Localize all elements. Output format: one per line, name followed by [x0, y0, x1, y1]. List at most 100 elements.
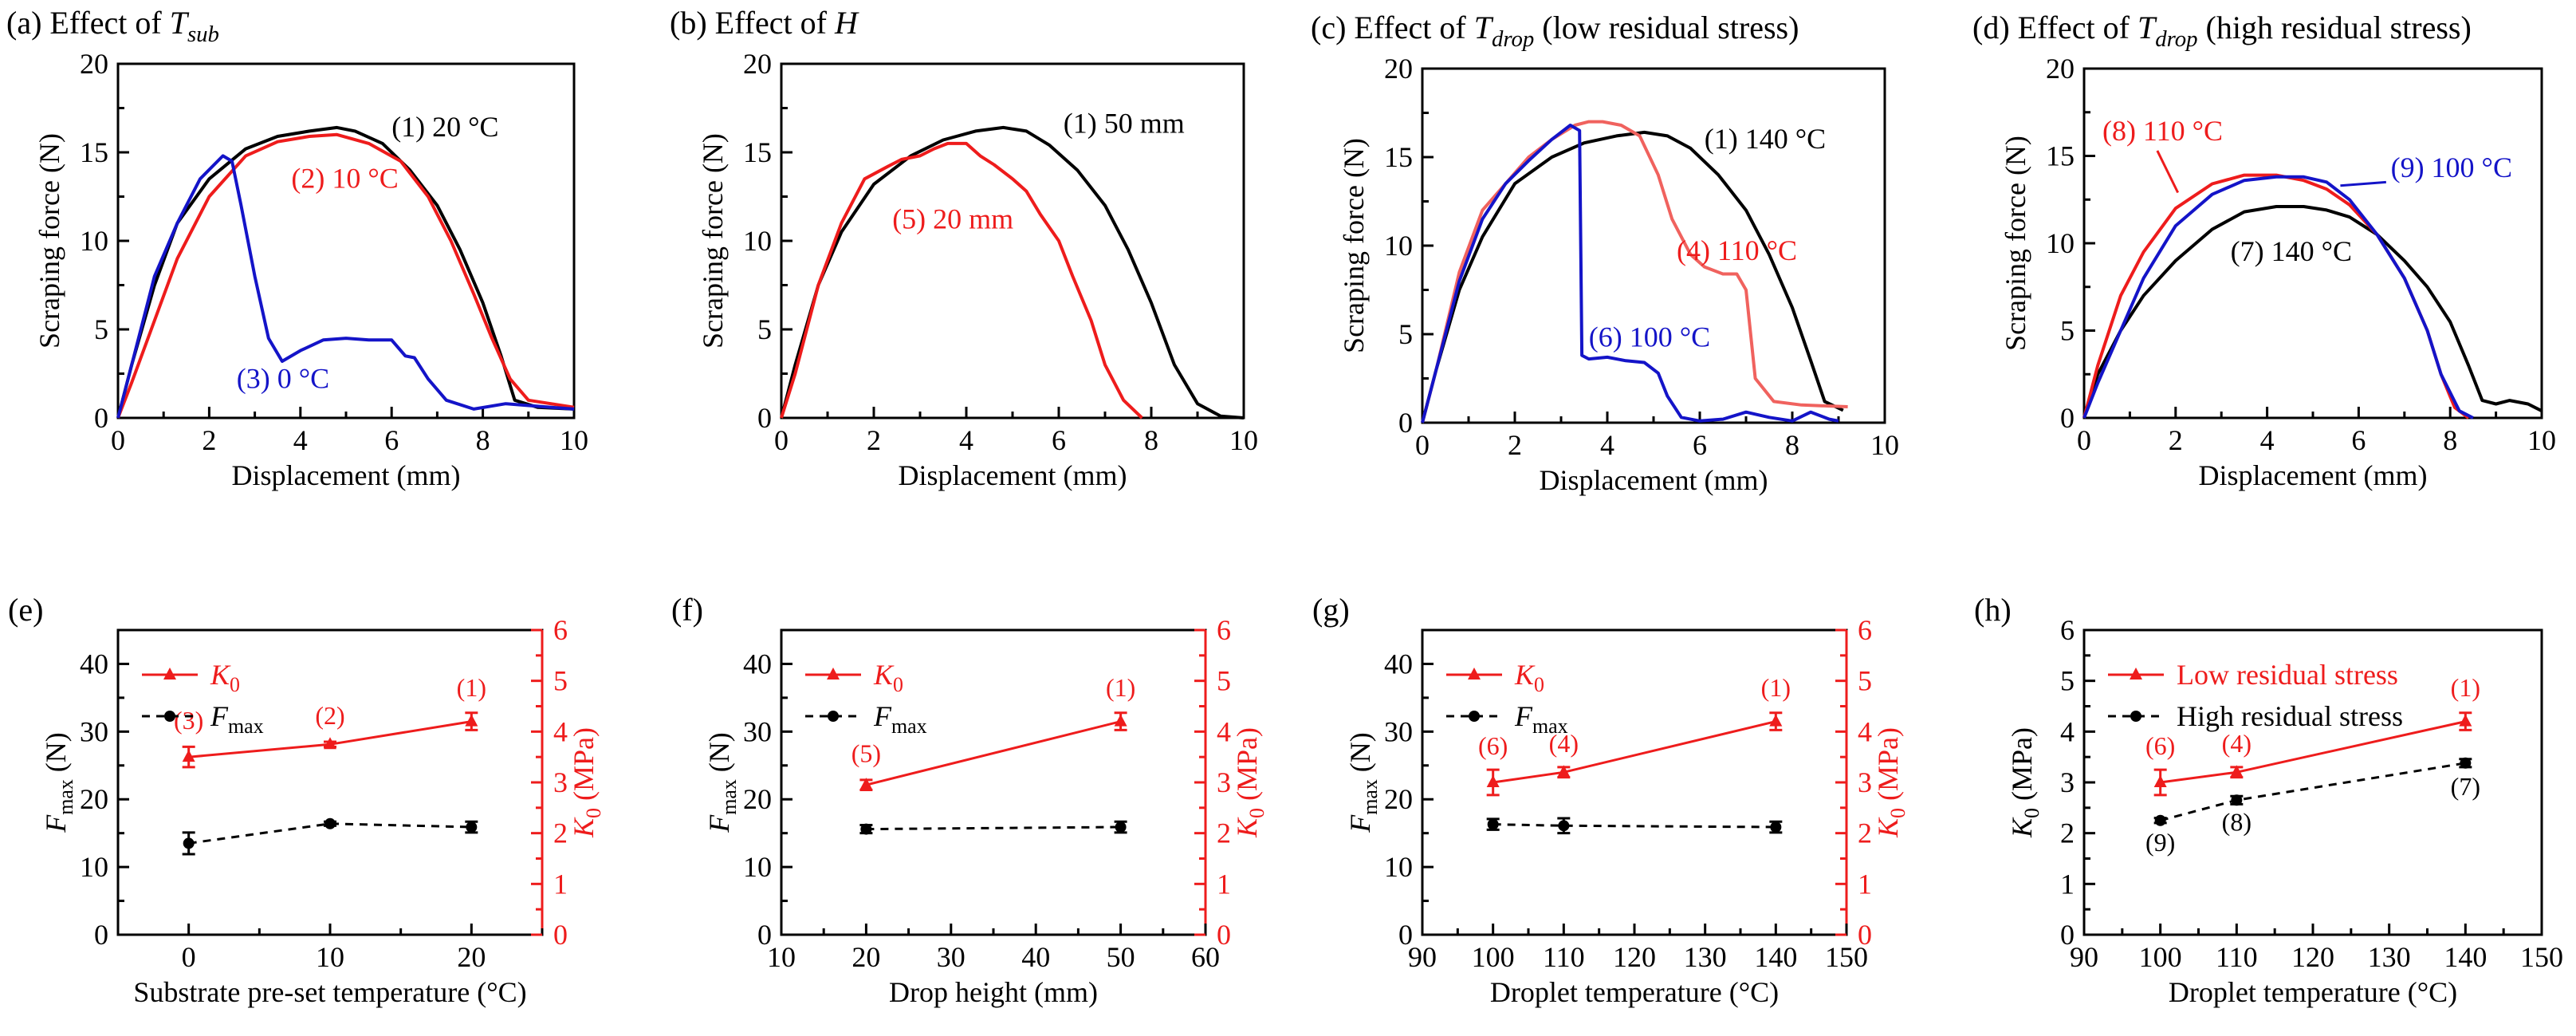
data-point-circle	[1487, 818, 1499, 830]
x-tick-label: 30	[937, 941, 966, 973]
panel-title: (c) Effect of Tdrop (low residual stress…	[1311, 10, 1799, 52]
y-tick-label: 20	[2046, 53, 2075, 85]
series-line-2	[2160, 762, 2466, 822]
x-tick-label: 2	[1508, 429, 1522, 461]
data-point-triangle	[1114, 714, 1127, 727]
y-tick-label: 0	[2060, 402, 2075, 434]
series-line-1	[1421, 130, 1844, 423]
data-point-triangle	[1769, 714, 1783, 727]
panel-b: 0 2 4 6 8 10 0 5 10 15 20 Displacement (mm) Scraping…	[670, 5, 1258, 491]
y-tick-label: 4	[2060, 715, 2075, 747]
y-tick-label: 5	[2060, 315, 2075, 347]
x-tick-label: 10	[1229, 424, 1258, 456]
right-y-tick-label: 2	[1858, 817, 1872, 849]
y-tick-label: 15	[1384, 141, 1413, 173]
legend-label: K0	[210, 659, 240, 696]
legend-label: K0	[1514, 659, 1544, 696]
y-axis-label: Fmax (N)	[703, 732, 741, 833]
y-tick-label: 20	[80, 48, 108, 80]
x-tick-label: 90	[2070, 941, 2098, 973]
data-point-triangle	[182, 750, 195, 762]
data-point-triangle	[465, 714, 478, 727]
panel-d: 0 2 4 6 8 10 0 5 10 15 20 Displacement (mm) Scraping…	[1972, 10, 2556, 491]
x-tick-label: 20	[457, 941, 486, 973]
y-tick-label: 20	[80, 783, 108, 815]
y-tick-label: 5	[1398, 318, 1413, 350]
y-tick-label: 15	[80, 136, 108, 168]
x-axis-label: Displacement (mm)	[2199, 459, 2428, 491]
x-axis-label: Drop height (mm)	[889, 976, 1098, 1008]
right-y-tick-label: 3	[553, 766, 568, 798]
right-y-tick-label: 0	[1217, 919, 1231, 951]
x-tick-label: 8	[2443, 424, 2457, 456]
point-label: (1)	[2451, 673, 2480, 702]
curve-annotation: (8) 110 °C	[2102, 115, 2223, 147]
right-y-tick-label: 2	[1217, 817, 1231, 849]
x-tick-label: 4	[959, 424, 973, 456]
series-line-2	[866, 825, 1121, 831]
data-point-circle	[2154, 814, 2166, 826]
panel-title: (d) Effect of Tdrop (high residual stres…	[1972, 10, 2472, 52]
data-point-triangle	[1486, 775, 1500, 787]
legend-label: High residual stress	[2177, 700, 2403, 732]
legend-label: K0	[873, 659, 903, 696]
right-y-tick-label: 1	[553, 868, 568, 900]
y-tick-label: 10	[80, 225, 108, 257]
y-tick-label: 20	[1384, 53, 1413, 85]
point-label: (1)	[1106, 673, 1135, 702]
curve-annotation: (9) 100 °C	[2391, 152, 2512, 183]
x-axis-label: Displacement (mm)	[232, 459, 461, 491]
panel-title: (a) Effect of Tsub	[6, 5, 219, 47]
series-line-2	[1493, 823, 1776, 829]
y-tick-label: 0	[94, 402, 108, 434]
y-tick-label: 3	[2060, 766, 2075, 798]
y-axis-label: K0 (MPa)	[2006, 727, 2043, 838]
right-y-tick-label: 3	[1858, 766, 1872, 798]
y-tick-label: 0	[757, 402, 772, 434]
y-tick-label: 40	[1384, 648, 1413, 680]
panel-h: 90 100 110 120 130 140 150 0 1 2 3 4 5 6 Droplet tempe…	[1974, 592, 2563, 1008]
x-tick-label: 6	[1693, 429, 1707, 461]
series-line-2	[1421, 120, 1848, 423]
x-tick-label: 0	[111, 424, 125, 456]
curve-annotation: (2) 10 °C	[291, 162, 398, 194]
series-line-1	[780, 125, 1245, 420]
y-tick-label: 30	[1384, 715, 1413, 747]
y-tick-label: 20	[1384, 783, 1413, 815]
data-point-circle	[1558, 820, 1570, 832]
series-line-1	[866, 720, 1121, 786]
x-tick-label: 100	[2139, 941, 2182, 973]
annotation-arrow-9	[2340, 180, 2386, 187]
curve-annotation: (1) 50 mm	[1064, 108, 1185, 140]
x-tick-label: 8	[476, 424, 490, 456]
data-point-circle	[1770, 821, 1782, 833]
y-axis-label: Scraping force (N)	[33, 133, 65, 349]
y-tick-label: 6	[2060, 614, 2075, 646]
y-tick-label: 5	[757, 313, 772, 345]
legend-marker	[2130, 668, 2142, 680]
point-label: (1)	[1761, 673, 1791, 702]
panel-label: (e)	[8, 592, 43, 628]
series-line-2	[188, 822, 472, 845]
x-tick-label: 8	[1785, 429, 1799, 461]
right-y-tick-label: 4	[553, 715, 568, 747]
panel-label: (h)	[1974, 592, 2012, 628]
x-tick-label: 130	[2368, 941, 2411, 973]
x-tick-label: 100	[1472, 941, 1515, 973]
x-tick-label: 60	[1191, 941, 1220, 973]
y-tick-label: 40	[80, 648, 108, 680]
y-axis-label: Fmax (N)	[40, 732, 77, 833]
right-y-tick-label: 6	[1858, 614, 1872, 646]
series-line-2	[780, 141, 1143, 420]
y-tick-label: 20	[743, 783, 772, 815]
data-point-triangle	[2153, 775, 2167, 787]
y-axis-label: Scraping force (N)	[2000, 136, 2031, 351]
y-tick-label: 10	[2046, 227, 2075, 259]
data-point-triangle	[324, 737, 336, 750]
data-point-circle	[466, 821, 478, 833]
y-tick-label: 2	[2060, 817, 2075, 849]
y-tick-label: 40	[743, 648, 772, 680]
curve-annotation: (1) 20 °C	[391, 111, 498, 143]
x-tick-label: 10	[1870, 429, 1899, 461]
